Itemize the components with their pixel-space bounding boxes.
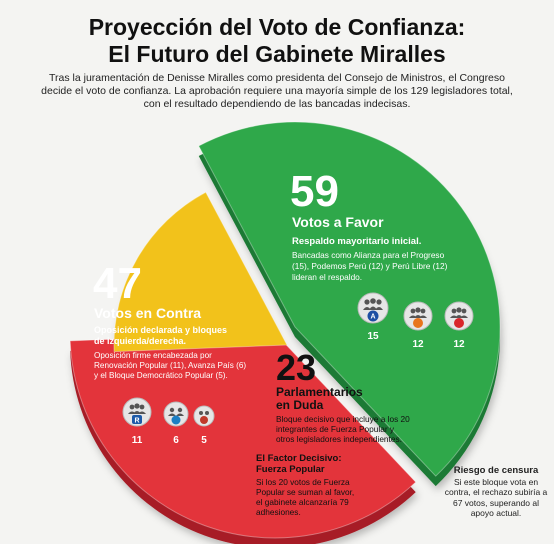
duda-number: 23 (276, 347, 316, 388)
slice-duda (113, 191, 288, 353)
factor-title-line: Fuerza Popular (256, 464, 325, 475)
favor-number: 59 (290, 167, 339, 216)
duda-label-line: Parlamentarios (276, 385, 363, 399)
factor-text-line: Popular se suman al favor, (256, 487, 354, 497)
title-line-1: Proyección del Voto de Confianza: (88, 14, 466, 40)
alianza-para-el-progreso-logo-icon (367, 310, 379, 322)
bloc-count: 12 (453, 339, 465, 350)
favor-blocs: A 15 12 12 (357, 292, 474, 350)
contra-desc-line: Oposición firme encabezada por (94, 351, 212, 360)
bloc-count: 12 (412, 339, 424, 350)
contra-text-group: 47 Votos en Contra Oposición declarada y… (93, 259, 246, 380)
duda-label-line: en Duda (276, 398, 324, 412)
svg-text:A: A (370, 314, 375, 321)
bloc-count: 5 (201, 435, 207, 446)
duda-text-group: 23 Parlamentarios en Duda Bloque decisiv… (256, 347, 410, 517)
peru-libre-logo-icon (454, 318, 464, 328)
contra-label: Votos en Contra (94, 305, 201, 321)
avanza-pais-logo-icon (171, 415, 181, 425)
contra-subtitle-line: de izquierda/derecha. (94, 336, 186, 346)
favor-subtitle: Respaldo mayoritario inicial. (292, 236, 421, 247)
bloc-count: 15 (367, 331, 379, 342)
favor-desc-line: Bancadas como Alianza para el Progreso (292, 250, 445, 260)
alianza-para-el-progreso-bloc: A 15 (357, 292, 389, 342)
risk-text: Si este bloque vota en contra, el rechaz… (444, 476, 548, 519)
avanza-pais-bloc: 6 (163, 401, 189, 446)
title-line-2: El Futuro del Gabinete Miralles (108, 41, 446, 67)
page-title: Proyección del Voto de Confianza: El Fut… (0, 14, 554, 68)
people-group-icon (409, 307, 427, 318)
peru-libre-bloc: 12 (444, 301, 474, 350)
contra-blocs: R 11 6 5 (122, 397, 215, 446)
factor-title-line: El Factor Decisivo: (256, 453, 342, 464)
intro-text: Tras la juramentación de Denisse Miralle… (41, 72, 513, 110)
favor-label: Votos a Favor (292, 214, 384, 230)
factor-text-line: Si los 20 votos de Fuerza (256, 477, 350, 487)
factor-text-line: adhesiones. (256, 507, 301, 517)
people-group-icon (168, 407, 184, 416)
bloc-badge (163, 401, 189, 427)
podemos-peru-bloc: 12 (403, 301, 433, 350)
risk-title: Riesgo de censura (453, 465, 539, 476)
duda-desc-line: otros legisladores independientes. (276, 434, 402, 444)
people-group-icon (450, 307, 468, 318)
favor-desc-line: lideran el respaldo. (292, 272, 362, 282)
contra-desc-line: Renovación Popular (11), Avanza País (6) (94, 361, 246, 370)
factor-text-line: el gabinete alcanzaría 79 (256, 497, 349, 507)
renovacion-popular-logo-icon (132, 415, 142, 424)
contra-subtitle-line: Oposición declarada y bloques (94, 325, 227, 335)
duda-desc-line: integrantes de Fuerza Popular y (276, 424, 395, 434)
slice-favor (198, 121, 501, 477)
contra-desc-line: y el Bloque Democrático Popular (5). (94, 371, 228, 380)
favor-desc-line: (15), Podemos Perú (12) y Perú Libre (12… (292, 261, 448, 271)
people-group-icon (128, 403, 146, 414)
bloque-democratico-popular-bloc: 5 (193, 405, 215, 446)
people-group-icon (363, 298, 383, 310)
slice-contra (69, 332, 417, 539)
podemos-peru-logo-icon (413, 318, 423, 328)
duda-desc-line: Bloque decisivo que incluye a los 20 (276, 414, 410, 424)
bloc-count: 11 (132, 435, 143, 446)
people-group-icon (199, 411, 209, 415)
bloc-count: 6 (173, 435, 179, 446)
contra-number: 47 (93, 259, 142, 308)
favor-text-group: 59 Votos a Favor Respaldo mayoritario in… (290, 167, 448, 282)
svg-text:R: R (134, 418, 139, 425)
renovacion-popular-bloc: R 11 (122, 397, 152, 446)
bloque-democratico-popular-logo-icon (200, 416, 208, 424)
pie-slices (69, 121, 501, 544)
risk-note: Riesgo de censura Si este bloque vota en… (442, 465, 550, 519)
